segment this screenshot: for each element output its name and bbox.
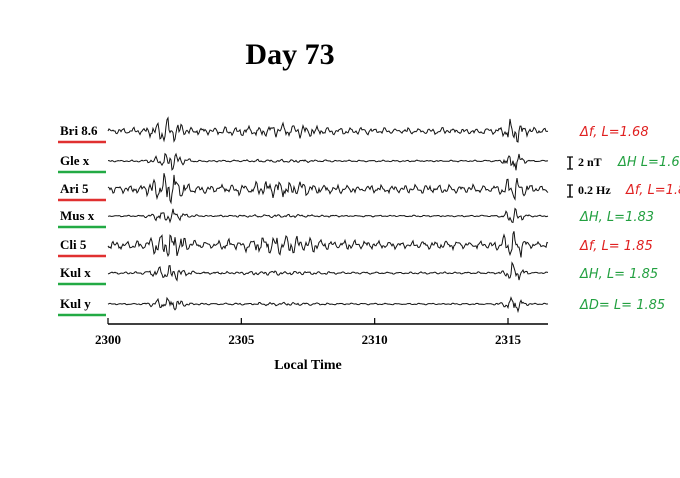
series-annotation: Δf, L= 1.85 [579, 239, 653, 254]
series-annotation: Δf, L=1.83 [625, 183, 680, 198]
series-annotation: ΔD= L= 1.85 [579, 298, 665, 313]
series-label: Gle x [60, 153, 90, 168]
series-label: Ari 5 [60, 181, 89, 196]
x-tick-label: 2310 [362, 332, 388, 347]
series-trace [107, 261, 549, 282]
series-annotation: ΔH, L=1.83 [579, 210, 654, 225]
series-trace [107, 231, 549, 258]
series-label: Kul y [60, 296, 91, 311]
scale-bar-label: 0.2 Hz [578, 183, 611, 197]
x-tick-label: 2305 [228, 332, 255, 347]
series-trace [107, 296, 549, 314]
series-annotation: ΔH, L= 1.85 [579, 267, 658, 282]
x-axis-label: Local Time [274, 358, 342, 373]
series-label: Mus x [60, 208, 95, 223]
series-trace [107, 116, 549, 143]
series-label: Bri 8.6 [60, 123, 98, 138]
series-annotation: ΔH L=1.65 [617, 155, 680, 170]
series-trace [107, 173, 549, 205]
x-tick-label: 2315 [495, 332, 522, 347]
series-label: Cli 5 [60, 237, 87, 252]
scale-bar-label: 2 nT [578, 155, 602, 169]
series-label: Kul x [60, 265, 91, 280]
chart-title: Day 73 [245, 38, 335, 71]
series-trace [107, 207, 549, 224]
x-tick-label: 2300 [95, 332, 121, 347]
series-annotation: Δf, L=1.68 [579, 125, 649, 140]
series-trace [108, 152, 549, 171]
